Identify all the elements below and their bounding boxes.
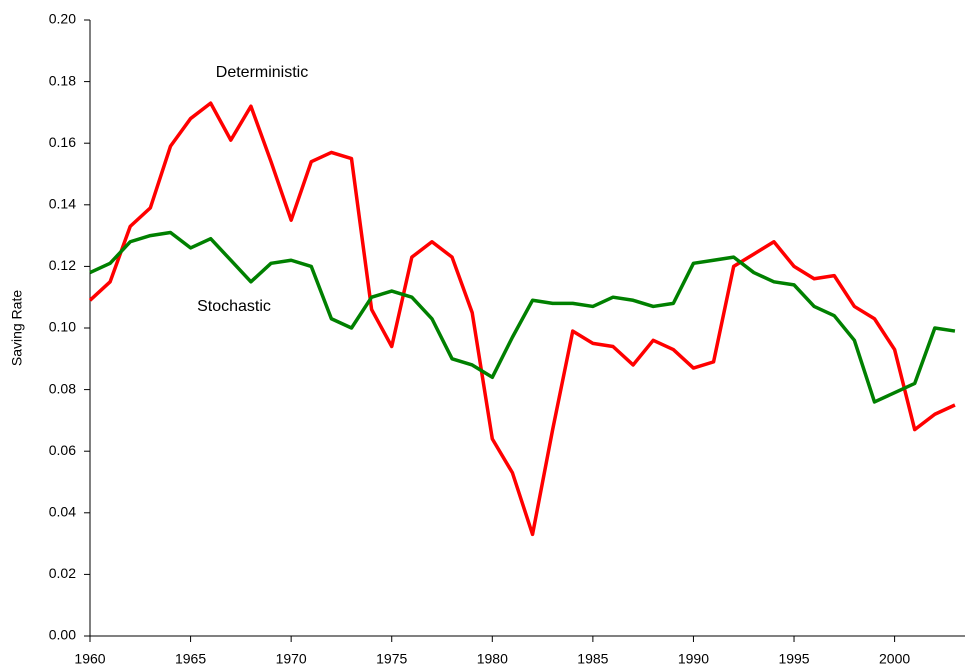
x-tick-label: 1960	[74, 651, 105, 667]
y-tick-label: 0.10	[49, 319, 76, 335]
x-tick-label: 1970	[276, 651, 307, 667]
x-tick-label: 1965	[175, 651, 206, 667]
y-tick-label: 0.18	[49, 72, 76, 88]
y-tick-label: 0.02	[49, 565, 76, 581]
x-tick-label: 1985	[577, 651, 608, 667]
x-tick-label: 1980	[477, 651, 508, 667]
x-tick-label: 1975	[376, 651, 407, 667]
y-tick-label: 0.06	[49, 442, 76, 458]
x-tick-label: 1995	[778, 651, 809, 667]
y-tick-label: 0.16	[49, 134, 76, 150]
y-tick-label: 0.00	[49, 627, 76, 643]
y-tick-label: 0.04	[49, 504, 76, 520]
y-tick-label: 0.08	[49, 380, 76, 396]
y-axis-label: Saving Rate	[9, 290, 25, 366]
x-tick-label: 1990	[678, 651, 709, 667]
series-line	[89, 230, 956, 404]
x-tick-label: 2000	[879, 651, 910, 667]
series-line	[88, 101, 956, 537]
series-label: Deterministic	[216, 64, 308, 81]
y-tick-label: 0.14	[49, 196, 76, 212]
y-tick-label: 0.20	[49, 11, 76, 27]
y-tick-label: 0.12	[49, 257, 76, 273]
series-label: Stochastic	[197, 298, 271, 315]
